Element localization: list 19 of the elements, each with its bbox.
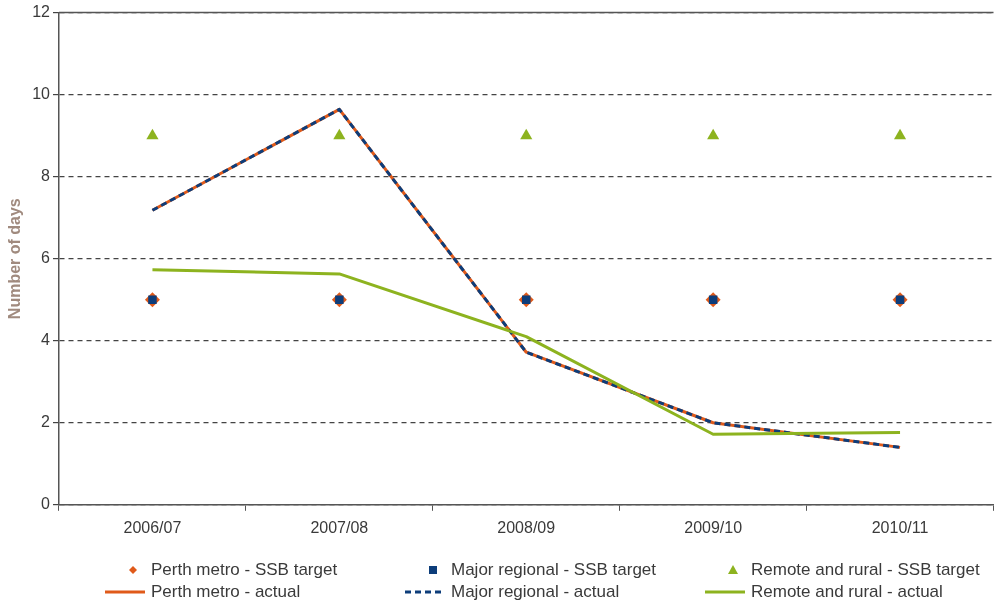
legend-label: Perth metro - SSB target [151, 560, 338, 580]
x-tick-label: 2009/10 [684, 518, 743, 536]
x-tick-label: 2008/09 [497, 518, 556, 536]
legend-label: Remote and rural - SSB target [751, 560, 980, 580]
y-tick-label: 2 [41, 413, 51, 431]
y-tick-label: 6 [41, 249, 51, 267]
y-tick-label: 8 [41, 167, 51, 185]
legend-label: Remote and rural - actual [751, 582, 943, 602]
legend-label: Major regional - actual [451, 582, 620, 602]
x-tick-label: 2006/07 [123, 518, 182, 536]
y-tick-label: 10 [32, 85, 51, 103]
y-axis-title: Number of days [6, 198, 24, 320]
legend-label: Perth metro - actual [151, 582, 301, 602]
y-tick-label: 0 [41, 495, 51, 513]
legend-label: Major regional - SSB target [451, 560, 657, 580]
y-tick-label: 4 [41, 331, 51, 349]
x-tick-label: 2010/11 [871, 518, 929, 536]
x-tick-label: 2007/08 [310, 518, 369, 536]
y-tick-label: 12 [32, 3, 51, 21]
